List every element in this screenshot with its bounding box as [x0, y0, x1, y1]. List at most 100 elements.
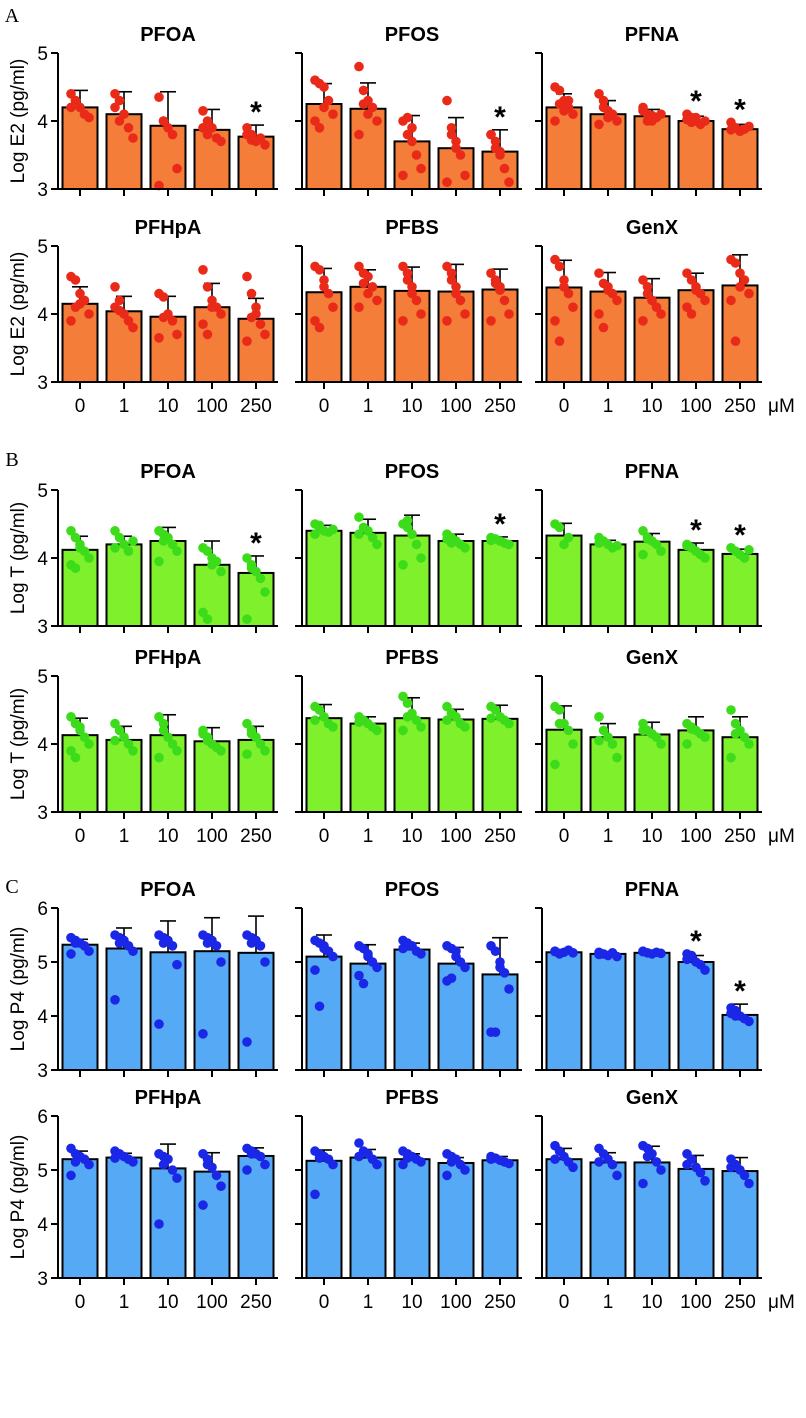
- data-point: [167, 739, 178, 749]
- data-point: [559, 275, 569, 285]
- data-point: [398, 261, 408, 272]
- data-point: [75, 102, 85, 113]
- data-point: [726, 295, 736, 306]
- data-point: [490, 946, 501, 956]
- data-point: [402, 698, 413, 708]
- significance-marker: *: [250, 96, 262, 129]
- data-point: [246, 729, 257, 739]
- data-point: [202, 735, 213, 746]
- data-point: [216, 746, 226, 756]
- data-point: [407, 288, 417, 299]
- data-point: [612, 1170, 622, 1181]
- data-point: [114, 116, 125, 126]
- data-point: [735, 126, 745, 136]
- significance-marker: *: [494, 101, 506, 134]
- data-point: [255, 1151, 266, 1162]
- panel-T-PFHpA: PFHpA 3 4 5 0 1 10 100 250: [37, 647, 278, 847]
- data-point: [354, 529, 364, 539]
- x-axis-unit: μM: [768, 826, 795, 847]
- data-point: [451, 136, 461, 147]
- data-point: [70, 275, 81, 285]
- panel-E2-PFOS: PFOS *: [295, 24, 522, 196]
- data-point: [255, 133, 266, 143]
- data-point: [202, 546, 213, 556]
- data-point: [442, 95, 452, 106]
- x-tick-label: 250: [724, 826, 756, 847]
- data-point: [499, 163, 510, 174]
- data-point: [246, 1149, 257, 1159]
- data-point: [739, 553, 750, 563]
- data-point: [251, 302, 261, 313]
- data-point: [682, 302, 692, 313]
- data-point: [554, 85, 565, 96]
- data-point: [554, 705, 565, 715]
- data-point: [319, 712, 329, 722]
- data-point: [128, 133, 138, 143]
- data-point: [260, 140, 270, 150]
- y-tick-label: 4: [37, 735, 48, 756]
- bar: [481, 1159, 519, 1280]
- data-point: [314, 265, 325, 275]
- data-point: [398, 170, 408, 181]
- data-point: [563, 288, 574, 299]
- data-point: [207, 123, 217, 133]
- data-point: [70, 752, 81, 763]
- data-point: [260, 1159, 270, 1170]
- data-point: [486, 713, 496, 723]
- data-point: [638, 725, 648, 736]
- x-tick-label: 0: [559, 826, 570, 847]
- data-point: [490, 1027, 501, 1037]
- data-point: [242, 336, 252, 347]
- panel-title: PFHpA: [135, 1087, 202, 1109]
- data-point: [416, 1157, 426, 1167]
- data-point: [730, 1011, 741, 1021]
- panel-P4-PFNA: PFNA * *: [535, 879, 762, 1077]
- data-point: [246, 288, 257, 299]
- data-point: [550, 1154, 560, 1164]
- data-point: [66, 712, 76, 722]
- data-point: [158, 725, 169, 736]
- x-axis-unit: μM: [768, 396, 795, 417]
- data-point: [66, 102, 76, 113]
- bar: [305, 717, 343, 813]
- panel-title: PFOA: [140, 461, 196, 483]
- data-point: [172, 1173, 182, 1183]
- bar: [677, 1167, 715, 1280]
- data-point: [550, 759, 560, 770]
- y-tick-label: 3: [37, 180, 48, 201]
- bar: [633, 951, 671, 1072]
- y-axis-label-P4: Log P4 (pg/ml): [8, 1135, 29, 1260]
- data-point: [486, 535, 496, 546]
- data-point: [110, 89, 120, 99]
- data-point: [114, 295, 125, 306]
- data-point: [550, 116, 560, 126]
- data-point: [486, 316, 496, 326]
- data-point: [216, 136, 226, 147]
- data-point: [372, 1159, 382, 1170]
- data-point: [691, 285, 701, 296]
- data-point: [207, 302, 217, 313]
- data-point: [310, 715, 320, 725]
- panel-P4-PFHpA: PFHpA 3 4 5 6 0 1 10 100 250: [37, 1087, 278, 1313]
- data-point: [358, 278, 369, 289]
- data-point: [594, 735, 604, 746]
- data-point: [154, 752, 164, 763]
- y-axis-label-E2: Log E2 (pg/ml): [8, 252, 29, 377]
- data-point: [402, 712, 413, 722]
- panel-title: PFNA: [625, 879, 679, 901]
- data-point: [372, 539, 382, 550]
- significance-marker: *: [734, 93, 746, 126]
- data-point: [682, 540, 692, 551]
- panel-letter-A: A: [5, 5, 20, 27]
- data-point: [656, 109, 666, 119]
- data-point: [603, 732, 613, 742]
- data-point: [372, 295, 382, 306]
- data-point: [554, 99, 565, 109]
- data-point: [550, 316, 560, 326]
- data-point: [242, 614, 252, 624]
- bar: [305, 1159, 343, 1279]
- data-point: [167, 316, 178, 326]
- data-point: [559, 282, 569, 292]
- data-point: [207, 560, 217, 570]
- data-point: [594, 1157, 604, 1167]
